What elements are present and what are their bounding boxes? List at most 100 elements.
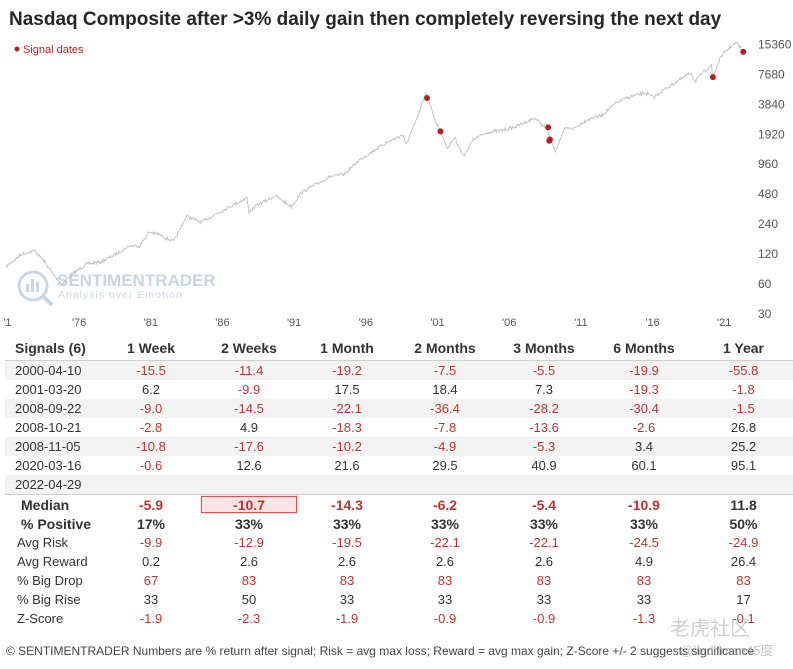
y-tick-label: 240 [758, 217, 778, 231]
summary-value: 33 [636, 592, 652, 607]
summary-value: 50% [729, 515, 758, 532]
return-cell: -0.6 [139, 458, 163, 473]
summary-value: 83 [339, 573, 355, 588]
summary-rows: Median -5.9 -10.7 -14.3 -6.2 -5.4 -10.9 11.8% P… [5, 494, 793, 629]
overlay-watermark-user: @lindaman45度 [680, 643, 774, 658]
x-tick-label: '21 [717, 317, 731, 329]
summary-value: -0.9 [433, 611, 457, 626]
return-cell: -10.8 [102, 437, 200, 456]
y-tick-label: 7680 [758, 67, 785, 81]
column-header: 1 Year [694, 336, 793, 361]
return-cell: -30.4 [594, 399, 694, 418]
return-cell: -1.8 [732, 382, 755, 397]
return-cell: -10.2 [298, 437, 396, 456]
return-cell: 29.5 [432, 458, 458, 473]
x-tick-label: '01 [430, 317, 444, 329]
return-cell [396, 475, 494, 495]
summary-label: % Big Drop [17, 573, 83, 588]
signal-rows: 2000-04-10 -15.5 -11.4 -19.2 -7.5 -5.5 -19.9 -5… [5, 360, 793, 495]
table-row: 2001-03-20 6.2 -9.9 17.5 18.4 7.3 -19.3 -1.8 [5, 380, 793, 399]
return-cell: -19.9 [594, 360, 694, 380]
summary-value: -2.3 [237, 611, 261, 626]
summary-row: % Big Drop 67 83 83 83 83 83 83 [5, 571, 793, 590]
return-cell: 17.5 [334, 382, 360, 397]
return-cell: 12.6 [236, 458, 262, 473]
return-cell [594, 475, 694, 495]
x-tick-label: '11 [574, 317, 588, 329]
table-row: 2008-11-05 -10.8 -17.6 -10.2 -4.9 -5.3 3.4 25.2 [5, 437, 793, 456]
return-cell: -17.6 [200, 437, 298, 456]
x-tick-label: '16 [645, 317, 659, 329]
column-header: Signals (6) [5, 336, 102, 361]
return-cell: 60.1 [631, 458, 657, 473]
summary-value: 4.9 [634, 554, 654, 569]
y-tick-label: 15360 [758, 37, 792, 51]
x-tick-label: '76 [72, 317, 86, 329]
table-row: 2008-10-21 -2.8 4.9 -18.3 -7.8 -13.6 -2.6 26.8 [5, 418, 793, 437]
summary-value: 50 [241, 592, 257, 607]
return-cell: -19.2 [298, 360, 396, 380]
column-header: 6 Months [594, 336, 694, 361]
return-cell [494, 475, 594, 495]
return-cell: -18.3 [332, 420, 362, 435]
signal-marker [437, 128, 444, 135]
summary-value: -10.7 [200, 494, 298, 514]
summary-value: 33 [339, 592, 355, 607]
legend-marker [14, 46, 20, 52]
return-cell: -5.5 [494, 360, 594, 380]
nasdaq-series-line [5, 41, 744, 286]
summary-value: 33% [529, 515, 559, 532]
footer-note: © SENTIMENTRADER Numbers are % return af… [6, 644, 755, 658]
summary-label: Avg Risk [17, 535, 69, 550]
summary-row: Median -5.9 -10.7 -14.3 -6.2 -5.4 -10.9 11.8 [5, 494, 793, 514]
return-cell [102, 475, 200, 495]
summary-row: Avg Risk -9.9 -12.9 -19.5 -22.1 -22.1 -24.5 -24… [5, 533, 793, 552]
return-cell: -28.2 [494, 399, 594, 418]
summary-value: -1.3 [632, 611, 656, 626]
summary-value: 33 [536, 592, 552, 607]
signal-marker [424, 94, 431, 101]
summary-value: 2.6 [534, 554, 554, 569]
summary-value: 33% [629, 515, 659, 532]
return-cell: -36.4 [396, 399, 494, 418]
return-cell: -13.6 [529, 420, 559, 435]
return-cell: -9.9 [237, 382, 261, 397]
signal-date: 2000-04-10 [5, 360, 102, 380]
summary-value: -0.9 [532, 611, 556, 626]
summary-value: 17% [136, 515, 166, 532]
summary-value: 83 [736, 573, 751, 588]
summary-value: 33 [143, 592, 159, 607]
price-chart: SENTIMENTRADER Analysis over Emotion Sig… [3, 37, 792, 329]
y-tick-label: 120 [758, 247, 778, 261]
summary-row: Z-Score -1.9 -2.3 -1.9 -0.9 -0.9 -1.3 -0.1 [5, 609, 793, 628]
y-axis-ticks: 30 60 120 240 480 960 1920 3840 7680 15360 [758, 37, 792, 321]
summary-value: 83 [636, 573, 652, 588]
x-axis-ticks: '1 '76 '81 '86 '91 '96 '01 '06 '11 '16 '21 [3, 317, 731, 329]
summary-value: 67 [143, 573, 159, 588]
summary-value: -5.4 [494, 494, 594, 514]
y-tick-label: 30 [758, 307, 772, 321]
return-cell: -22.1 [298, 399, 396, 418]
summary-value: 83 [241, 573, 257, 588]
legend-label: Signal dates [23, 44, 84, 56]
summary-value: -24.5 [629, 535, 659, 550]
x-tick-label: '96 [359, 317, 373, 329]
chart-title: Nasdaq Composite after >3% daily gain th… [9, 9, 722, 30]
column-header: 1 Week [102, 336, 200, 361]
y-tick-label: 3840 [758, 97, 785, 111]
return-cell: -15.5 [102, 360, 200, 380]
y-tick-label: 60 [758, 277, 772, 291]
return-cell: -19.3 [629, 382, 659, 397]
return-cell: -55.8 [694, 360, 793, 380]
return-cell: -7.8 [433, 420, 457, 435]
summary-value: -6.2 [396, 494, 494, 514]
summary-value: -1.9 [139, 611, 163, 626]
table-row: 2008-09-22 -9.0 -14.5 -22.1 -36.4 -28.2 -30.4-… [5, 399, 793, 418]
watermark-tagline: Analysis over Emotion [58, 289, 183, 301]
return-cell: 18.4 [432, 382, 458, 397]
table-row: 2020-03-16 -0.6 12.6 21.6 29.5 40.9 60.1 95.1 [5, 456, 793, 475]
sentimentrader-watermark: SENTIMENTRADER Analysis over Emotion [17, 270, 216, 307]
summary-value: 33% [430, 515, 460, 532]
signal-marker [740, 48, 747, 55]
sentimentrader-logo-icon [17, 270, 54, 307]
